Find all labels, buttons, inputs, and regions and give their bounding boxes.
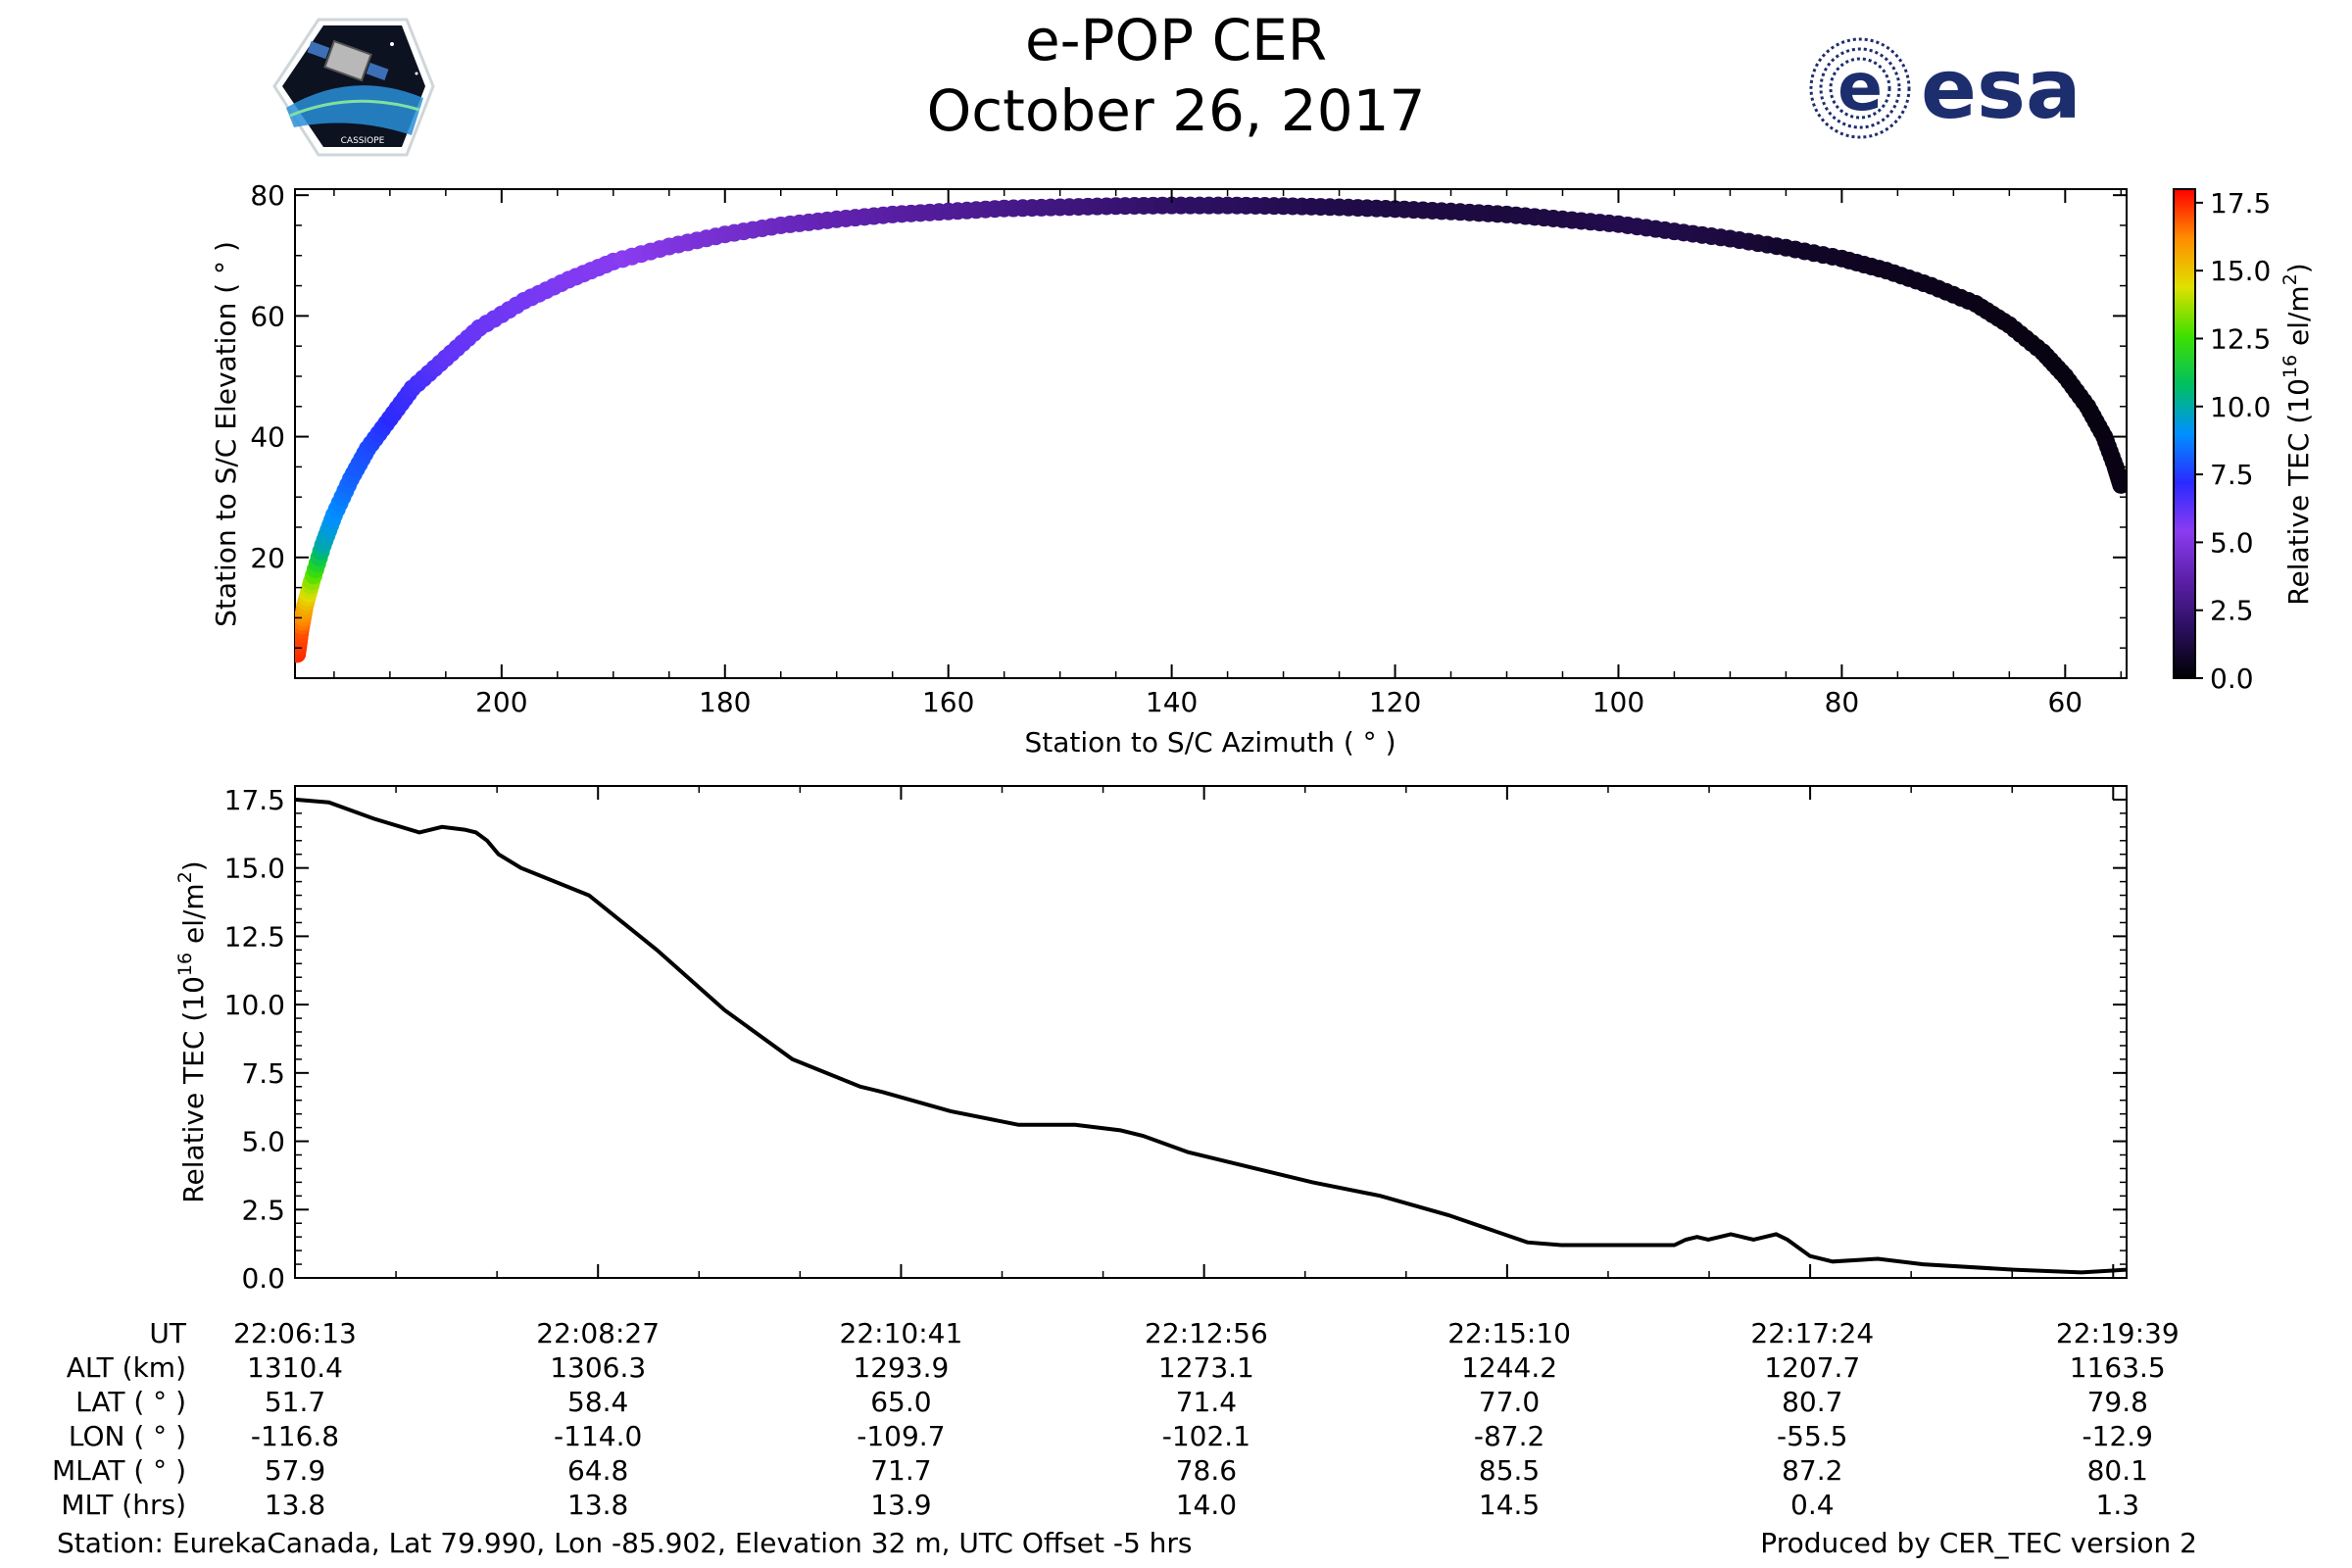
plot2-y-tick-label: 10.0 [224, 989, 285, 1021]
colorbar-tick-label: 10.0 [2210, 391, 2271, 423]
ephemeris-cell: 80.7 [1782, 1386, 1842, 1418]
plot1-x-tick-label: 80 [1825, 686, 1860, 718]
ephemeris-cell: -116.8 [251, 1420, 339, 1452]
ephemeris-cell: 22:10:41 [840, 1317, 963, 1349]
ephemeris-cell: 77.0 [1479, 1386, 1540, 1418]
ephemeris-cell: 1293.9 [853, 1351, 949, 1384]
plot1-x-tick-label: 100 [1592, 686, 1644, 718]
ephemeris-cell: 57.9 [265, 1454, 325, 1487]
colorbar-tick-label: 7.5 [2210, 459, 2254, 491]
plot1-x-tick-label: 160 [922, 686, 974, 718]
ephemeris-cell: 51.7 [265, 1386, 325, 1418]
ephemeris-cell: 13.8 [567, 1489, 628, 1521]
plot1-x-tick-label: 180 [699, 686, 751, 718]
ephemeris-row-label: LON ( ° ) [69, 1420, 186, 1452]
plot1-y-tick-label: 20 [250, 542, 285, 574]
ephemeris-cell: -114.0 [554, 1420, 642, 1452]
ephemeris-cell: 22:08:27 [536, 1317, 660, 1349]
ephemeris-cell: 79.8 [2087, 1386, 2148, 1418]
plot1-frame [294, 188, 2128, 679]
ephemeris-cell: -12.9 [2082, 1420, 2153, 1452]
ephemeris-cell: 1207.7 [1764, 1351, 1860, 1384]
ephemeris-cell: 1244.2 [1461, 1351, 1557, 1384]
plot2-y-tick-label: 15.0 [224, 853, 285, 885]
ephemeris-row-label: ALT (km) [67, 1351, 186, 1384]
colorbar-tick-label: 2.5 [2210, 595, 2254, 627]
cassiope-logo-text: CASSIOPE [341, 136, 385, 146]
plot2-y-tick-label: 2.5 [241, 1194, 285, 1226]
ephemeris-cell: 1310.4 [247, 1351, 343, 1384]
plot1-x-axis-label: Station to S/C Azimuth ( ° ) [1024, 726, 1396, 759]
ephemeris-cell: -55.5 [1777, 1420, 1847, 1452]
ephemeris-cell: 22:12:56 [1145, 1317, 1268, 1349]
ephemeris-row-label: UT [149, 1317, 186, 1349]
colorbar-tick-label: 15.0 [2210, 255, 2271, 287]
colorbar: 0.0 2.5 5.0 7.5 10.0 12.5 15.0 17.5 Relative TE… [2173, 187, 2315, 695]
plot1-y-tick-label: 60 [250, 300, 285, 332]
station-info: Station: EurekaCanada, Lat 79.990, Lon -… [57, 1527, 1193, 1559]
tec-time-plot: 0.0 2.5 5.0 7.5 10.0 12.5 15.0 17.5 Relative TE… [174, 784, 2128, 1295]
ephemeris-cell: -87.2 [1474, 1420, 1544, 1452]
plot2-y-axis-label: Relative TEC (1016 el/m2) [174, 860, 210, 1202]
ephemeris-cell: 22:19:39 [2056, 1317, 2180, 1349]
ephemeris-cell: 65.0 [870, 1386, 931, 1418]
ephemeris-cell: 14.5 [1479, 1489, 1540, 1521]
ephemeris-row-label: LAT ( ° ) [75, 1386, 186, 1418]
esa-logo: e esa [1809, 37, 2082, 139]
chart-date: October 26, 2017 [926, 77, 1426, 144]
plot2-frame [294, 785, 2128, 1279]
plot2-y-tick-label: 0.0 [241, 1262, 285, 1295]
elevation-azimuth-plot: 200 180 160 140 120 100 80 60 20 40 60 80 Station … [210, 179, 2128, 759]
ephemeris-cell: 13.9 [870, 1489, 931, 1521]
ephemeris-cell: 80.1 [2087, 1454, 2148, 1487]
ephemeris-cell: 14.0 [1176, 1489, 1237, 1521]
ephemeris-cell: 87.2 [1782, 1454, 1842, 1487]
plot2-y-tick-label: 17.5 [224, 784, 285, 816]
esa-logo-text: esa [1921, 41, 2082, 137]
ephemeris-cell: 78.6 [1176, 1454, 1237, 1487]
plot2-y-tick-label: 12.5 [224, 920, 285, 953]
ephemeris-cell: 1273.1 [1158, 1351, 1254, 1384]
ephemeris-cell: 0.4 [1790, 1489, 1835, 1521]
ephemeris-cell: 13.8 [265, 1489, 325, 1521]
plot1-x-tick-label: 200 [475, 686, 527, 718]
plot1-y-axis-label: Station to S/C Elevation ( ° ) [210, 241, 242, 627]
ephemeris-cell: 64.8 [567, 1454, 628, 1487]
tec-series-line [295, 797, 2127, 1275]
ephemeris-cell: 22:15:10 [1447, 1317, 1571, 1349]
plot1-x-tick-label: 60 [2047, 686, 2082, 718]
colorbar-tick-label: 17.5 [2210, 187, 2271, 220]
ephemeris-cell: 71.4 [1176, 1386, 1237, 1418]
svg-text:e: e [1838, 49, 1883, 126]
ephemeris-row-label: MLT (hrs) [61, 1489, 186, 1521]
colorbar-tick-label: 0.0 [2210, 662, 2254, 695]
ephemeris-cell: 85.5 [1479, 1454, 1540, 1487]
ephemeris-cell: -102.1 [1162, 1420, 1250, 1452]
ephemeris-cell: -109.7 [857, 1420, 945, 1452]
plot2-y-tick-label: 7.5 [241, 1057, 285, 1090]
ephemeris-cell: 1306.3 [550, 1351, 646, 1384]
ephemeris-cell: 1163.5 [2070, 1351, 2166, 1384]
cassiope-logo: CASSIOPE [272, 18, 435, 157]
plot2-y-tick-label: 5.0 [241, 1126, 285, 1158]
chart-title: e-POP CER [1024, 7, 1328, 74]
ephemeris-cell: 1.3 [2096, 1489, 2140, 1521]
scatter-point [2112, 475, 2127, 494]
plot1-y-tick-label: 40 [250, 421, 285, 454]
colorbar-label: Relative TEC (1016 el/m2) [2279, 263, 2315, 605]
ephemeris-cell: 22:06:13 [233, 1317, 357, 1349]
colorbar-bar [2173, 188, 2196, 679]
plot1-y-tick-label: 80 [250, 179, 285, 212]
ephemeris-cell: 71.7 [870, 1454, 931, 1487]
ephemeris-cell: 58.4 [567, 1386, 628, 1418]
produced-by: Produced by CER_TEC version 2 [1760, 1527, 2197, 1559]
colorbar-tick-label: 5.0 [2210, 526, 2254, 559]
plot1-x-tick-label: 120 [1369, 686, 1421, 718]
colorbar-tick-label: 12.5 [2210, 322, 2271, 355]
plot1-x-tick-label: 140 [1146, 686, 1198, 718]
ephemeris-row-label: MLAT ( ° ) [52, 1454, 186, 1487]
ephemeris-cell: 22:17:24 [1750, 1317, 1874, 1349]
